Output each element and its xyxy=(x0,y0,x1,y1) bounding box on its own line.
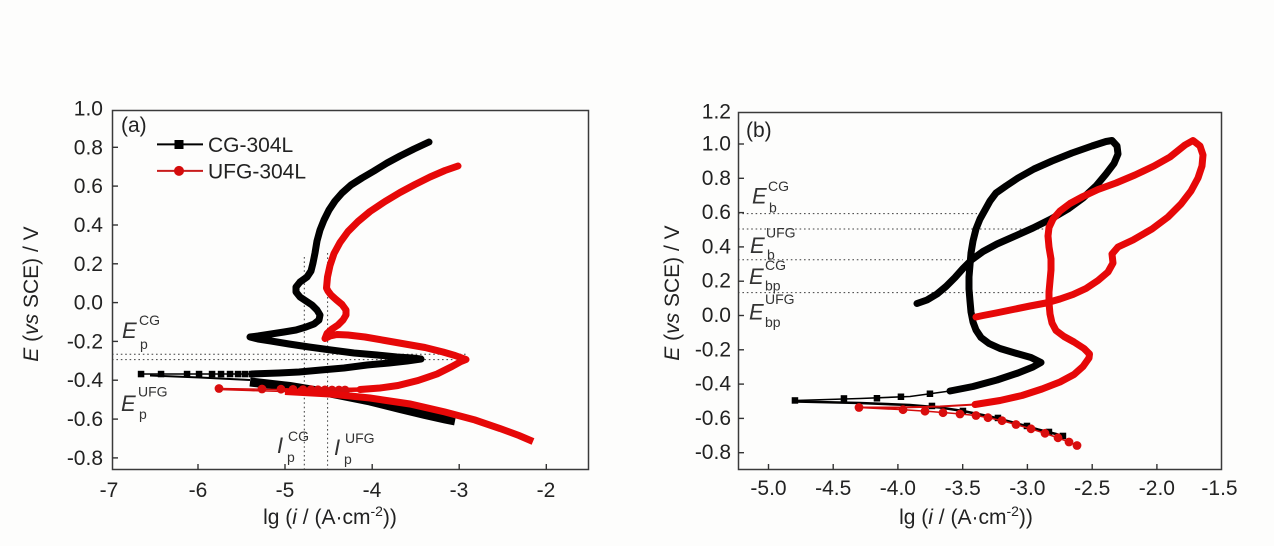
svg-text:CG: CG xyxy=(139,312,160,328)
svg-text:0.8: 0.8 xyxy=(74,136,103,159)
svg-text:I: I xyxy=(277,433,283,458)
svg-text:-1.5: -1.5 xyxy=(1201,477,1237,500)
svg-text:-0.8: -0.8 xyxy=(67,447,103,470)
svg-text:-5: -5 xyxy=(276,479,295,502)
svg-text:UFG-304L: UFG-304L xyxy=(208,161,306,184)
svg-text:UFG: UFG xyxy=(766,225,796,241)
svg-text:1.0: 1.0 xyxy=(702,133,731,156)
svg-text:p: p xyxy=(287,449,295,465)
svg-text:-0.6: -0.6 xyxy=(695,407,731,430)
svg-text:p: p xyxy=(139,406,147,422)
svg-text:E (vs SCE) / V: E (vs SCE) / V xyxy=(20,226,43,361)
svg-text:I: I xyxy=(334,435,340,460)
svg-text:p: p xyxy=(140,336,148,352)
svg-text:0.2: 0.2 xyxy=(702,270,731,293)
svg-text:bp: bp xyxy=(765,314,781,330)
svg-text:CG-304L: CG-304L xyxy=(208,134,293,157)
svg-text:0.4: 0.4 xyxy=(74,214,104,237)
svg-text:-0.4: -0.4 xyxy=(695,373,732,396)
svg-text:E: E xyxy=(121,391,136,416)
svg-text:0.6: 0.6 xyxy=(702,201,731,224)
svg-text:-3.5: -3.5 xyxy=(945,477,981,500)
svg-text:p: p xyxy=(344,451,352,467)
svg-text:b: b xyxy=(769,200,777,216)
svg-text:-2.0: -2.0 xyxy=(1139,477,1175,500)
svg-text:CG: CG xyxy=(765,257,786,273)
svg-text:-5.0: -5.0 xyxy=(750,477,786,500)
svg-text:1.2: 1.2 xyxy=(702,101,731,124)
svg-text:-3.0: -3.0 xyxy=(1009,477,1045,500)
svg-text:-0.2: -0.2 xyxy=(67,330,103,353)
svg-text:-4.0: -4.0 xyxy=(880,477,916,500)
svg-text:E: E xyxy=(122,318,137,343)
svg-text:UFG: UFG xyxy=(138,384,168,400)
svg-text:-3: -3 xyxy=(450,479,469,502)
svg-text:(a): (a) xyxy=(121,114,147,137)
svg-text:0.2: 0.2 xyxy=(74,253,103,276)
svg-text:E (vs SCE) / V: E (vs SCE) / V xyxy=(661,225,684,360)
svg-text:-0.6: -0.6 xyxy=(67,408,103,431)
svg-text:UFG: UFG xyxy=(765,291,795,307)
svg-text:E: E xyxy=(749,264,764,289)
svg-text:-4: -4 xyxy=(363,479,382,502)
svg-text:0.0: 0.0 xyxy=(74,292,103,315)
svg-text:E: E xyxy=(749,300,764,325)
svg-text:-0.4: -0.4 xyxy=(67,369,104,392)
svg-text:0.4: 0.4 xyxy=(702,235,732,258)
svg-text:-2.5: -2.5 xyxy=(1074,477,1110,500)
svg-text:-0.8: -0.8 xyxy=(695,441,731,464)
svg-text:E: E xyxy=(752,184,767,209)
svg-text:-4.5: -4.5 xyxy=(815,477,851,500)
svg-text:-0.2: -0.2 xyxy=(695,338,731,361)
svg-text:CG: CG xyxy=(288,428,309,444)
svg-text:0.0: 0.0 xyxy=(702,304,731,327)
svg-text:-2: -2 xyxy=(537,479,556,502)
svg-text:E: E xyxy=(750,233,765,258)
svg-text:(b): (b) xyxy=(746,119,772,142)
svg-text:b: b xyxy=(767,247,775,263)
svg-text:UFG: UFG xyxy=(345,430,375,446)
svg-text:1.0: 1.0 xyxy=(74,98,103,121)
svg-text:CG: CG xyxy=(768,178,789,194)
svg-text:bp: bp xyxy=(765,278,781,294)
svg-text:-7: -7 xyxy=(100,479,119,502)
svg-text:-6: -6 xyxy=(189,479,208,502)
svg-text:0.6: 0.6 xyxy=(74,175,103,198)
svg-text:0.8: 0.8 xyxy=(702,167,731,190)
